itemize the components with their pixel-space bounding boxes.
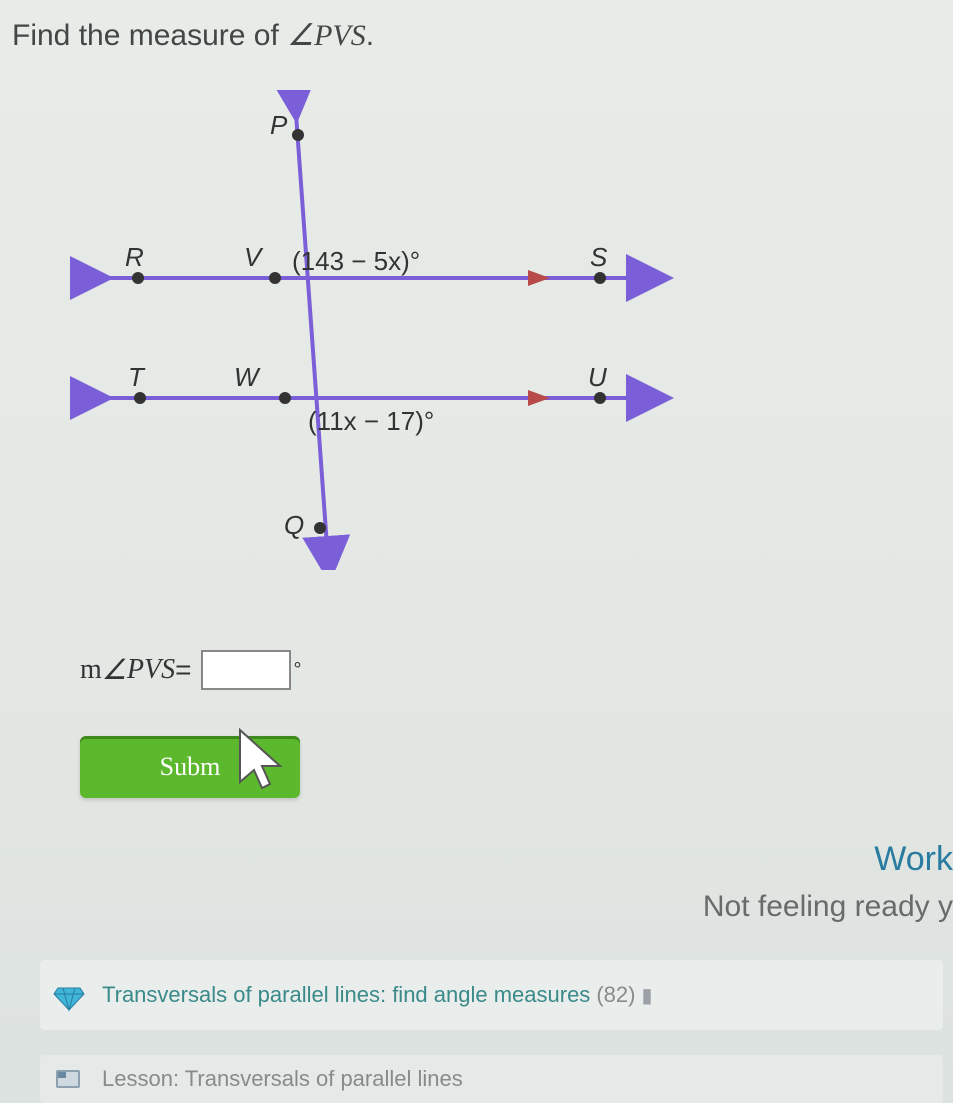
diagram-svg	[70, 90, 690, 570]
label-v: V	[244, 242, 261, 273]
work-link[interactable]: Work	[874, 840, 953, 879]
parallel-arrow-rs	[528, 270, 550, 286]
dot-w	[279, 392, 291, 404]
label-t: T	[128, 362, 144, 393]
answer-input[interactable]	[201, 650, 291, 690]
dot-v	[269, 272, 281, 284]
recommend-item-2[interactable]: Lesson: Transversals of parallel lines	[40, 1055, 943, 1103]
gem-icon	[52, 978, 86, 1012]
angle-expr-1: (143 − 5x)°	[292, 246, 420, 277]
line-pq	[295, 100, 328, 560]
recommend-1-text: Transversals of parallel lines: find ang…	[102, 982, 590, 1008]
answer-m: m	[80, 654, 102, 686]
submit-label: Subm	[160, 752, 221, 782]
diagram: P R V S T W U Q (143 − 5x)° (11x − 17)°	[70, 90, 690, 570]
label-p: P	[270, 110, 287, 141]
question-prefix: Find the measure of	[12, 19, 287, 52]
recommend-1-score: (82)	[596, 982, 635, 1008]
angle-symbol: ∠	[287, 19, 314, 52]
submit-button[interactable]: Subm	[80, 736, 300, 798]
label-w: W	[234, 362, 259, 393]
angle-name: PVS	[314, 19, 366, 52]
answer-angle-name: PVS	[127, 654, 175, 686]
answer-equals: =	[175, 654, 191, 686]
label-u: U	[588, 362, 607, 393]
dot-s	[594, 272, 606, 284]
question-suffix: .	[366, 19, 374, 52]
dot-u	[594, 392, 606, 404]
recommend-item-1[interactable]: Transversals of parallel lines: find ang…	[40, 960, 943, 1030]
angle-expr-2: (11x − 17)°	[308, 406, 434, 437]
not-ready-text: Not feeling ready y	[703, 890, 953, 924]
answer-degree: °	[293, 659, 301, 682]
recommend-2-text: Lesson: Transversals of parallel lines	[102, 1066, 463, 1092]
dot-p	[292, 129, 304, 141]
label-q: Q	[284, 510, 304, 541]
dot-q	[314, 522, 326, 534]
work-label: Work	[874, 840, 953, 878]
ribbon-icon: ▮	[641, 983, 652, 1008]
answer-angle-sym: ∠	[102, 653, 127, 687]
dot-r	[132, 272, 144, 284]
question-text: Find the measure of ∠PVS.	[12, 18, 374, 53]
dot-t	[134, 392, 146, 404]
label-r: R	[125, 242, 144, 273]
not-ready-label: Not feeling ready y	[703, 890, 953, 923]
label-s: S	[590, 242, 607, 273]
book-icon	[52, 1062, 86, 1096]
parallel-arrow-tu	[528, 390, 550, 406]
answer-row: m ∠ PVS = °	[80, 650, 301, 690]
